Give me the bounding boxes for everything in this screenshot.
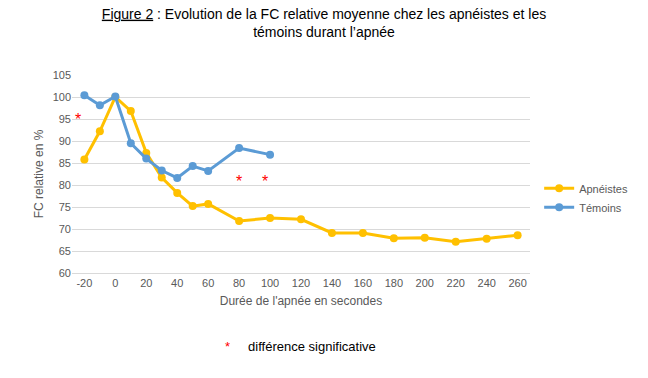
svg-text:140: 140 — [323, 277, 341, 289]
svg-text:80: 80 — [59, 179, 71, 191]
svg-text:* différence significative: * différence significative — [225, 339, 376, 354]
svg-text:40: 40 — [171, 277, 183, 289]
svg-text:Témoins: Témoins — [579, 202, 622, 214]
svg-text:*: * — [75, 111, 81, 128]
svg-text:-20: -20 — [76, 277, 92, 289]
svg-text:85: 85 — [59, 157, 71, 169]
svg-text:260: 260 — [508, 277, 526, 289]
svg-text:70: 70 — [59, 223, 71, 235]
svg-text:90: 90 — [59, 135, 71, 147]
svg-text:160: 160 — [354, 277, 372, 289]
svg-text:Durée de l'apnée en secondes: Durée de l'apnée en secondes — [220, 294, 382, 308]
svg-text:120: 120 — [292, 277, 310, 289]
svg-text:200: 200 — [416, 277, 434, 289]
svg-text:180: 180 — [385, 277, 403, 289]
svg-text:65: 65 — [59, 245, 71, 257]
svg-text:FC relative en %: FC relative en % — [32, 129, 46, 218]
svg-text:*: * — [236, 173, 242, 190]
svg-text:60: 60 — [202, 277, 214, 289]
svg-text:240: 240 — [478, 277, 496, 289]
svg-text:105: 105 — [53, 69, 71, 81]
svg-text:80: 80 — [233, 277, 245, 289]
svg-text:Figure 2 : Evolution de la FC: Figure 2 : Evolution de la FC relative m… — [102, 6, 546, 40]
svg-text:*: * — [262, 173, 268, 190]
svg-text:100: 100 — [261, 277, 279, 289]
svg-text:60: 60 — [59, 267, 71, 279]
svg-text:100: 100 — [53, 91, 71, 103]
svg-text:75: 75 — [59, 201, 71, 213]
svg-text:0: 0 — [112, 277, 118, 289]
svg-text:95: 95 — [59, 113, 71, 125]
svg-text:Apnéistes: Apnéistes — [579, 183, 628, 195]
svg-text:220: 220 — [447, 277, 465, 289]
svg-text:20: 20 — [140, 277, 152, 289]
